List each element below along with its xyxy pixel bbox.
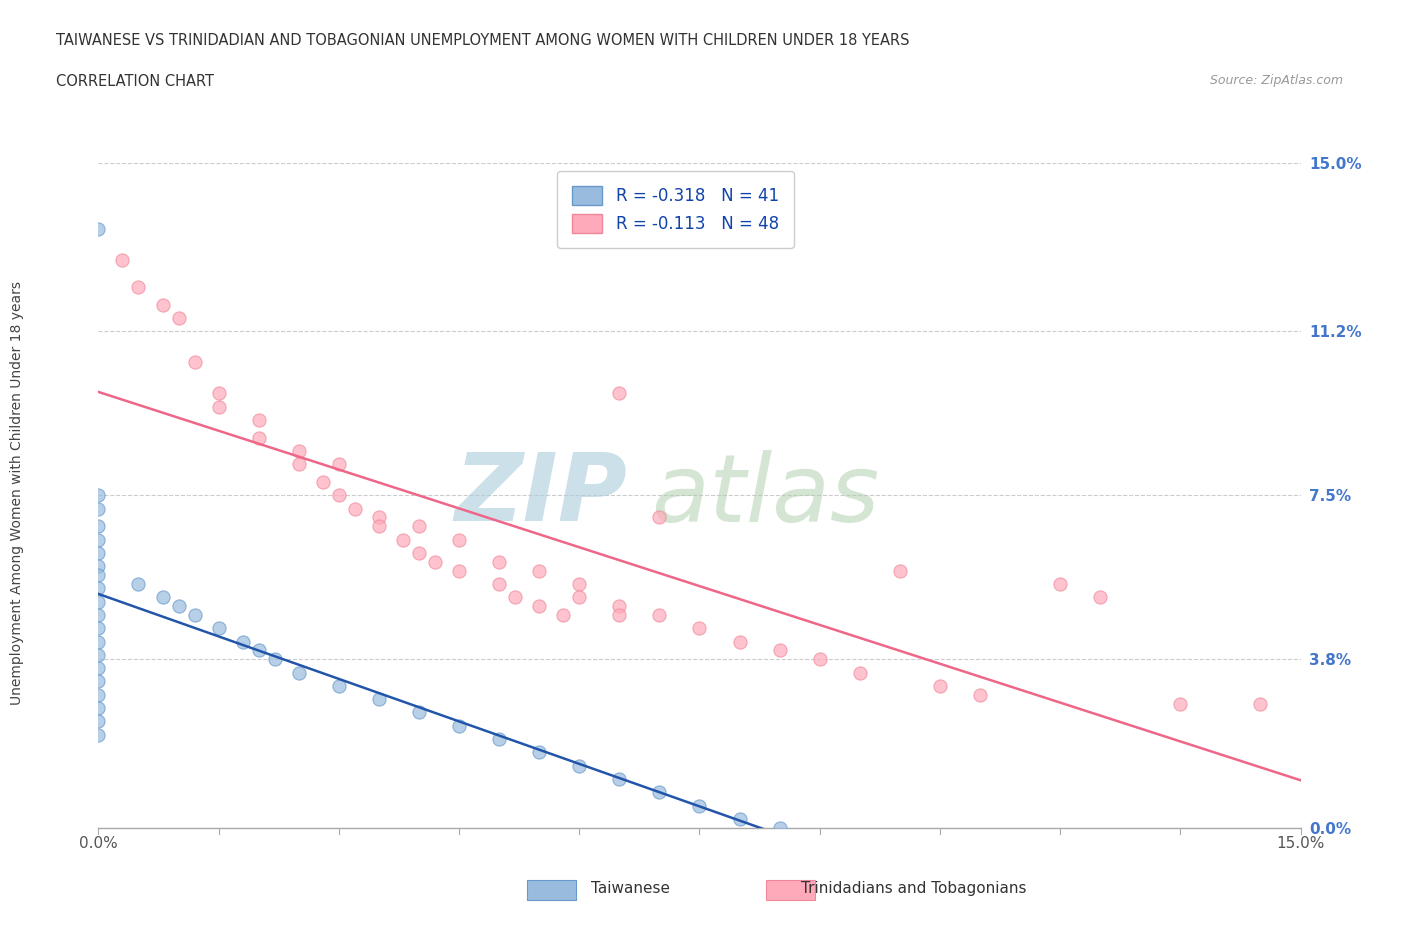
- Point: [87, 545, 110, 560]
- Point: [87, 581, 110, 596]
- Point: [688, 798, 710, 813]
- Point: [408, 545, 430, 560]
- Point: [768, 643, 790, 658]
- Point: [648, 607, 671, 622]
- Point: [808, 652, 831, 667]
- Point: [183, 607, 205, 622]
- Point: [1250, 697, 1272, 711]
- Point: [312, 474, 335, 489]
- Point: [87, 687, 110, 702]
- Point: [87, 488, 110, 503]
- Point: [343, 501, 366, 516]
- Point: [152, 590, 174, 604]
- Point: [529, 599, 551, 614]
- Point: [87, 621, 110, 636]
- Point: [503, 590, 526, 604]
- Text: ZIP: ZIP: [454, 449, 627, 541]
- Point: [568, 577, 591, 591]
- Point: [368, 692, 391, 707]
- Point: [609, 772, 631, 787]
- Point: [287, 457, 309, 472]
- Point: [152, 298, 174, 312]
- Point: [87, 519, 110, 534]
- Point: [247, 643, 270, 658]
- Point: [87, 647, 110, 662]
- Point: [247, 431, 270, 445]
- Point: [128, 577, 150, 591]
- Point: [423, 554, 446, 569]
- Point: [648, 510, 671, 525]
- Point: [408, 519, 430, 534]
- Text: Unemployment Among Women with Children Under 18 years: Unemployment Among Women with Children U…: [10, 281, 24, 705]
- Point: [929, 678, 952, 693]
- Point: [208, 386, 231, 401]
- Point: [1170, 697, 1192, 711]
- Point: [1049, 577, 1071, 591]
- Point: [768, 820, 790, 835]
- Point: [128, 279, 150, 294]
- Point: [368, 519, 391, 534]
- Point: [87, 634, 110, 649]
- Point: [87, 727, 110, 742]
- Point: [287, 444, 309, 458]
- Point: [889, 564, 911, 578]
- Point: [849, 665, 872, 680]
- Point: [111, 253, 134, 268]
- Point: [87, 559, 110, 574]
- Point: [87, 674, 110, 689]
- Point: [553, 607, 575, 622]
- Point: [488, 554, 510, 569]
- Point: [568, 590, 591, 604]
- Point: [87, 222, 110, 237]
- Text: CORRELATION CHART: CORRELATION CHART: [56, 74, 214, 89]
- Point: [328, 457, 350, 472]
- Point: [368, 510, 391, 525]
- Point: [328, 678, 350, 693]
- Point: [232, 634, 254, 649]
- Point: [609, 386, 631, 401]
- Point: [1088, 590, 1111, 604]
- Point: [392, 532, 415, 547]
- Point: [87, 567, 110, 582]
- Point: [208, 399, 231, 414]
- Text: Taiwanese: Taiwanese: [591, 881, 669, 896]
- Point: [447, 564, 470, 578]
- Text: TAIWANESE VS TRINIDADIAN AND TOBAGONIAN UNEMPLOYMENT AMONG WOMEN WITH CHILDREN U: TAIWANESE VS TRINIDADIAN AND TOBAGONIAN …: [56, 33, 910, 47]
- Point: [969, 687, 991, 702]
- Point: [87, 660, 110, 675]
- Point: [287, 665, 309, 680]
- Text: Trinidadians and Tobagonians: Trinidadians and Tobagonians: [801, 881, 1026, 896]
- Point: [728, 811, 751, 826]
- Point: [87, 594, 110, 609]
- Point: [328, 488, 350, 503]
- Text: Source: ZipAtlas.com: Source: ZipAtlas.com: [1209, 74, 1343, 87]
- Point: [609, 607, 631, 622]
- Point: [488, 732, 510, 747]
- Point: [568, 758, 591, 773]
- Point: [488, 577, 510, 591]
- Point: [87, 501, 110, 516]
- Point: [247, 412, 270, 427]
- Legend: R = -0.318   N = 41, R = -0.113   N = 48: R = -0.318 N = 41, R = -0.113 N = 48: [557, 171, 793, 248]
- Point: [529, 745, 551, 760]
- Point: [183, 355, 205, 370]
- Point: [728, 634, 751, 649]
- Point: [688, 621, 710, 636]
- Point: [208, 621, 231, 636]
- Point: [648, 785, 671, 800]
- Point: [87, 532, 110, 547]
- Text: atlas: atlas: [651, 450, 880, 540]
- Point: [167, 311, 190, 325]
- Point: [167, 599, 190, 614]
- Point: [408, 705, 430, 720]
- Point: [87, 714, 110, 729]
- Point: [529, 564, 551, 578]
- Point: [609, 599, 631, 614]
- Point: [263, 652, 285, 667]
- Point: [87, 607, 110, 622]
- Point: [447, 718, 470, 733]
- Point: [87, 700, 110, 715]
- Point: [447, 532, 470, 547]
